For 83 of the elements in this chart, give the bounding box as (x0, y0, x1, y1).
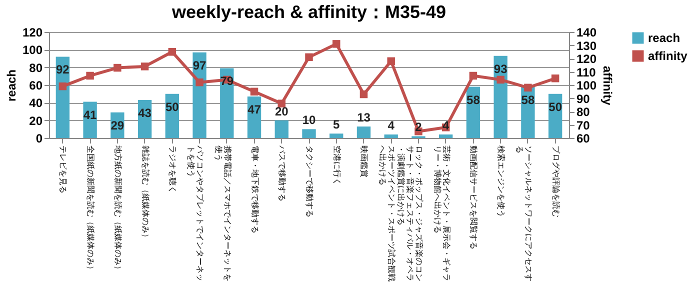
data-label: 4 (442, 118, 450, 132)
point (58, 82, 67, 90)
bar (494, 56, 508, 138)
point (278, 100, 286, 108)
point (114, 64, 122, 72)
data-label: 50 (548, 100, 562, 114)
bar (56, 56, 70, 138)
legend-label: reach (648, 31, 680, 45)
x-tick-label: 携帯電話／スマホでインターネットを使う (214, 146, 232, 282)
bar (439, 134, 453, 138)
data-label: 50 (165, 100, 180, 114)
x-tick-label: バスで移動する (278, 144, 287, 202)
y2-tick-label: 70 (576, 118, 590, 132)
data-label: 97 (192, 58, 207, 72)
point (305, 53, 313, 62)
point (196, 78, 204, 86)
data-label: 10 (302, 113, 316, 128)
y-tick-label: 20 (29, 114, 43, 128)
legend-label: affinity (648, 49, 688, 63)
point (332, 40, 340, 48)
x-tick-label: 芸術・文化イベント・展示会・ギャラリー・博物館へ出かける (432, 146, 451, 282)
y2-tick-label: 100 (576, 78, 597, 92)
x-tick-label: ラジオを聴く (168, 146, 178, 194)
bar (330, 134, 344, 138)
x-tick-label: 全国紙の新聞を読む（紙媒体のみ） (86, 146, 96, 274)
bar (302, 129, 316, 138)
y-tick-label: 60 (29, 78, 43, 92)
x-tick-label: タクシーで移動する (305, 146, 314, 218)
bar (274, 120, 288, 138)
point (469, 72, 478, 80)
y-tick-label: 120 (22, 26, 43, 40)
x-tick-label: ソーシャルネットワークにアクセスする (514, 146, 533, 282)
x-tick-label: 電車・地下鉄で移動する (250, 146, 260, 234)
x-tick-label: 地方紙の新聞を読む（紙媒体のみ） (113, 144, 122, 274)
bar (83, 102, 97, 138)
point (496, 76, 504, 84)
data-label: 13 (357, 110, 371, 125)
x-tick-label: 動画配信サービスを閲覧する (469, 146, 478, 250)
y2-tick-label: 130 (576, 38, 597, 53)
data-label: 58 (466, 92, 480, 107)
x-tick-label: ロック・ポップス・ジャズ音楽のコンサート・音楽フェスティバル・オペラ・演劇鑑賞に出かける (396, 146, 424, 282)
point (524, 84, 532, 92)
data-label: 29 (110, 118, 124, 132)
y2-tick-label: 140 (576, 26, 597, 40)
x-tick-label: 空港に行く (332, 146, 342, 186)
data-label: 20 (274, 104, 289, 118)
data-label: 4 (388, 118, 395, 132)
y-axis-title: reach (4, 69, 18, 102)
data-label: 93 (494, 62, 508, 76)
data-label: 58 (521, 92, 535, 107)
bar (356, 126, 371, 138)
y2-tick-label: 110 (576, 65, 596, 80)
y2-tick-label: 60 (576, 132, 590, 146)
x-tick-label: 雑誌を読む（紙媒体のみ） (140, 146, 150, 242)
data-label: 41 (83, 108, 98, 122)
point (86, 72, 94, 80)
point (140, 62, 149, 70)
y2-tick-label: 120 (576, 52, 597, 66)
x-tick-label: 映画鑑賞 (360, 146, 369, 178)
point (551, 74, 560, 82)
data-label: 92 (56, 62, 70, 77)
x-tick-label: パソコンやタブレットでインターネットを使う (186, 144, 205, 282)
y-tick-label: 80 (29, 60, 43, 75)
y-tick-label: 40 (29, 96, 43, 110)
point (168, 48, 176, 56)
point (250, 88, 258, 96)
point (387, 57, 395, 66)
bar (384, 134, 398, 138)
data-label: 5 (333, 118, 340, 132)
point (360, 90, 368, 98)
x-tick-label: 検索エンジンを使う (496, 146, 506, 218)
y2-axis-title: affinity (600, 66, 615, 106)
y2-tick-label: 90 (576, 92, 590, 106)
y2-tick-label: 80 (576, 105, 590, 119)
x-tick-label: テレビを見る (58, 146, 68, 194)
x-tick-label: スポーツイベント・スポーツ試合観戦へ出かける (378, 146, 396, 282)
bar (192, 52, 206, 138)
x-tick-label: ブログや評論を読む (551, 146, 560, 218)
data-label: 47 (248, 102, 262, 116)
y-tick-label: 0 (36, 132, 43, 146)
chart-title: weekly-reach & affinity：M35-49 (170, 2, 446, 22)
y-tick-label: 100 (22, 43, 43, 58)
data-label: 43 (138, 106, 152, 120)
